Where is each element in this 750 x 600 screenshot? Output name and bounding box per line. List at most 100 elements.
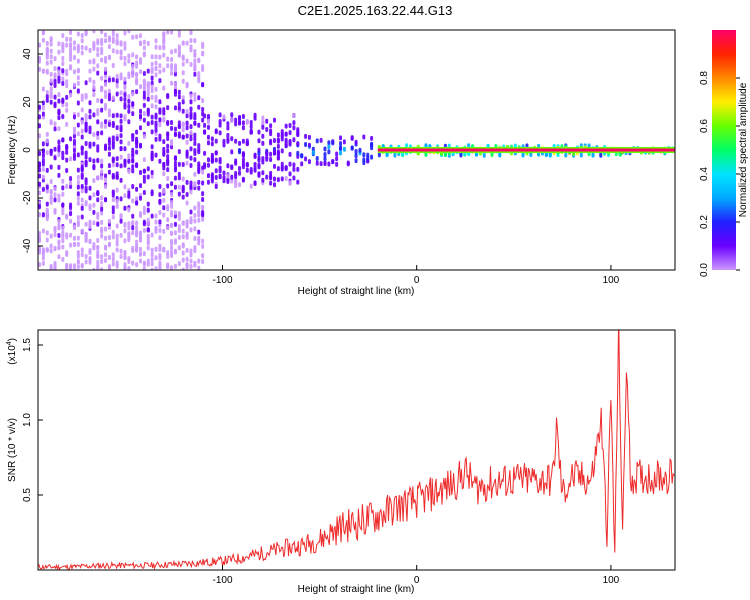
- heatmap-cell: [72, 148, 76, 154]
- heatmap-cell: [111, 77, 115, 83]
- heatmap-cell: [65, 234, 69, 240]
- heatmap-cell: [197, 265, 201, 270]
- colorbar: [712, 30, 736, 270]
- heatmap-cell: [61, 55, 65, 61]
- heatmap-cell: [177, 120, 181, 126]
- heatmap-cell: [339, 141, 343, 147]
- heatmap-cell: [131, 245, 135, 251]
- heatmap-cell: [119, 218, 123, 224]
- heatmap-cell: [45, 60, 49, 66]
- heatmap-cell: [135, 162, 139, 168]
- heatmap-cell: [92, 132, 96, 138]
- heatmap-cell: [193, 92, 197, 98]
- heatmap-cell: [193, 115, 197, 121]
- heatmap-cell: [146, 201, 150, 207]
- heatmap-cell: [201, 180, 205, 186]
- heatmap-cell: [61, 202, 65, 208]
- heatmap-cell: [61, 178, 65, 184]
- heatmap-cell: [57, 139, 61, 145]
- heatmap-cell: [72, 40, 76, 46]
- heatmap-cell: [41, 228, 45, 234]
- heatmap-cell: [45, 230, 49, 236]
- heatmap-cell: [222, 178, 226, 184]
- heatmap-cell: [65, 149, 69, 155]
- heatmap-cell: [45, 97, 49, 103]
- heatmap-cell: [84, 30, 88, 35]
- heatmap-cell: [38, 203, 41, 209]
- heatmap-cell: [197, 229, 201, 235]
- heatmap-cell: [92, 43, 96, 49]
- heatmap-cell: [100, 206, 104, 212]
- heatmap-cell: [197, 201, 201, 207]
- heatmap-cell: [370, 142, 374, 148]
- heatmap-cell: [241, 113, 245, 119]
- heatmap-cell: [599, 152, 603, 158]
- heatmap-cell: [123, 262, 127, 268]
- heatmap-cell: [158, 99, 162, 105]
- heatmap-cell: [119, 96, 123, 102]
- heatmap-cell: [197, 258, 201, 264]
- heatmap-cell: [276, 166, 280, 172]
- heatmap-cell: [443, 152, 447, 158]
- heatmap-cell: [72, 45, 76, 51]
- heatmap-cell: [185, 262, 189, 268]
- heatmap-cell: [80, 128, 84, 134]
- heatmap-cell: [142, 102, 146, 108]
- heatmap-cell: [173, 167, 177, 173]
- heatmap-cell: [53, 73, 57, 79]
- heatmap-cell: [162, 246, 166, 252]
- heatmap-cell: [72, 235, 76, 241]
- heatmap-cell: [80, 107, 84, 113]
- heatmap-cell: [591, 152, 595, 158]
- heatmap-cell: [193, 66, 197, 72]
- heatmap-cell: [92, 84, 96, 90]
- heatmap-cell: [53, 232, 57, 238]
- spectrogram-heatmap: [38, 30, 675, 270]
- heatmap-cell: [115, 73, 119, 79]
- heatmap-cell: [210, 136, 214, 142]
- heatmap-cell: [131, 183, 135, 189]
- heatmap-cell: [203, 164, 207, 170]
- heatmap-cell: [185, 40, 189, 46]
- heatmap-cell: [76, 67, 80, 73]
- heatmap-cell: [92, 209, 96, 215]
- heatmap-cell: [107, 44, 111, 50]
- heatmap-cell: [181, 134, 185, 140]
- heatmap-cell: [131, 52, 135, 58]
- heatmap-cell: [272, 137, 276, 143]
- heatmap-cell: [76, 152, 80, 158]
- heatmap-cell: [189, 106, 193, 112]
- heatmap-cell: [354, 153, 358, 159]
- snr-ticks: -100 0 100 0.5 1.0 1.5: [22, 338, 620, 586]
- heatmap-cell: [288, 139, 292, 145]
- heatmap-cell: [150, 94, 154, 100]
- heatmap-cell: [80, 93, 84, 99]
- heatmap-cell: [41, 174, 45, 180]
- heatmap-cell: [107, 151, 111, 157]
- heatmap-cell: [296, 179, 300, 185]
- heatmap-cell: [146, 166, 150, 172]
- heatmap-cell: [49, 179, 53, 185]
- heatmap-cell: [138, 69, 142, 75]
- heatmap-cell: [57, 75, 61, 81]
- heatmap-cell: [177, 175, 181, 181]
- heatmap-cell: [548, 151, 552, 157]
- heatmap-cell: [203, 150, 207, 156]
- heatmap-cell: [170, 265, 174, 270]
- heatmap-cell: [115, 125, 119, 131]
- heatmap-cell: [61, 225, 65, 231]
- heatmap-cell: [49, 243, 53, 249]
- heatmap-cell: [201, 107, 205, 112]
- heatmap-cell: [88, 185, 92, 191]
- heatmap-cell: [119, 146, 123, 152]
- heatmap-cell: [189, 252, 193, 258]
- heatmap-cell: [92, 112, 96, 118]
- heatmap-cell: [135, 89, 139, 95]
- heatmap-cell: [166, 183, 170, 189]
- heatmap-cell: [276, 132, 280, 138]
- heatmap-cell: [150, 54, 154, 60]
- heatmap-cell: [96, 119, 100, 125]
- colorbar-label: Normalized spectral amplitude: [738, 82, 749, 217]
- heatmap-cell: [49, 233, 53, 239]
- heatmap-cell: [131, 230, 135, 236]
